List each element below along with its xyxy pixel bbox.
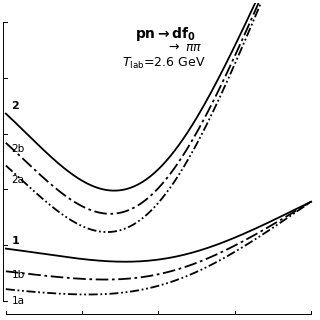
Text: $\bf{pn{\to}df_0}$: $\bf{pn{\to}df_0}$	[135, 25, 196, 43]
Text: 1: 1	[11, 236, 19, 246]
Text: 2: 2	[11, 101, 19, 111]
Text: $T_{\rm lab}$=2.6 GeV: $T_{\rm lab}$=2.6 GeV	[122, 56, 206, 71]
Text: 2a: 2a	[11, 175, 24, 185]
Text: 2b: 2b	[11, 144, 25, 154]
Text: 1b: 1b	[11, 270, 25, 280]
Text: ${\to}\ \pi\pi$: ${\to}\ \pi\pi$	[166, 41, 203, 53]
Text: 1a: 1a	[11, 296, 24, 306]
